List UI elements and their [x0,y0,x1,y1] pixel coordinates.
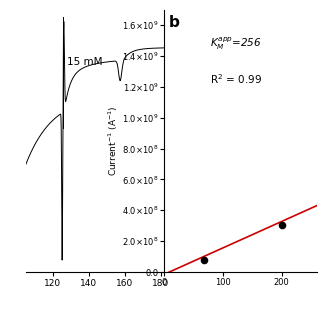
Text: 15 mM: 15 mM [67,57,102,67]
Text: b: b [169,15,180,30]
Text: R$^2$ = 0.99: R$^2$ = 0.99 [210,73,262,86]
Text: $K_M^{app}$=256: $K_M^{app}$=256 [210,36,262,52]
Point [279,222,284,228]
Point [201,257,206,262]
Y-axis label: Current$^{-1}$ (A$^{-1}$): Current$^{-1}$ (A$^{-1}$) [106,106,120,176]
